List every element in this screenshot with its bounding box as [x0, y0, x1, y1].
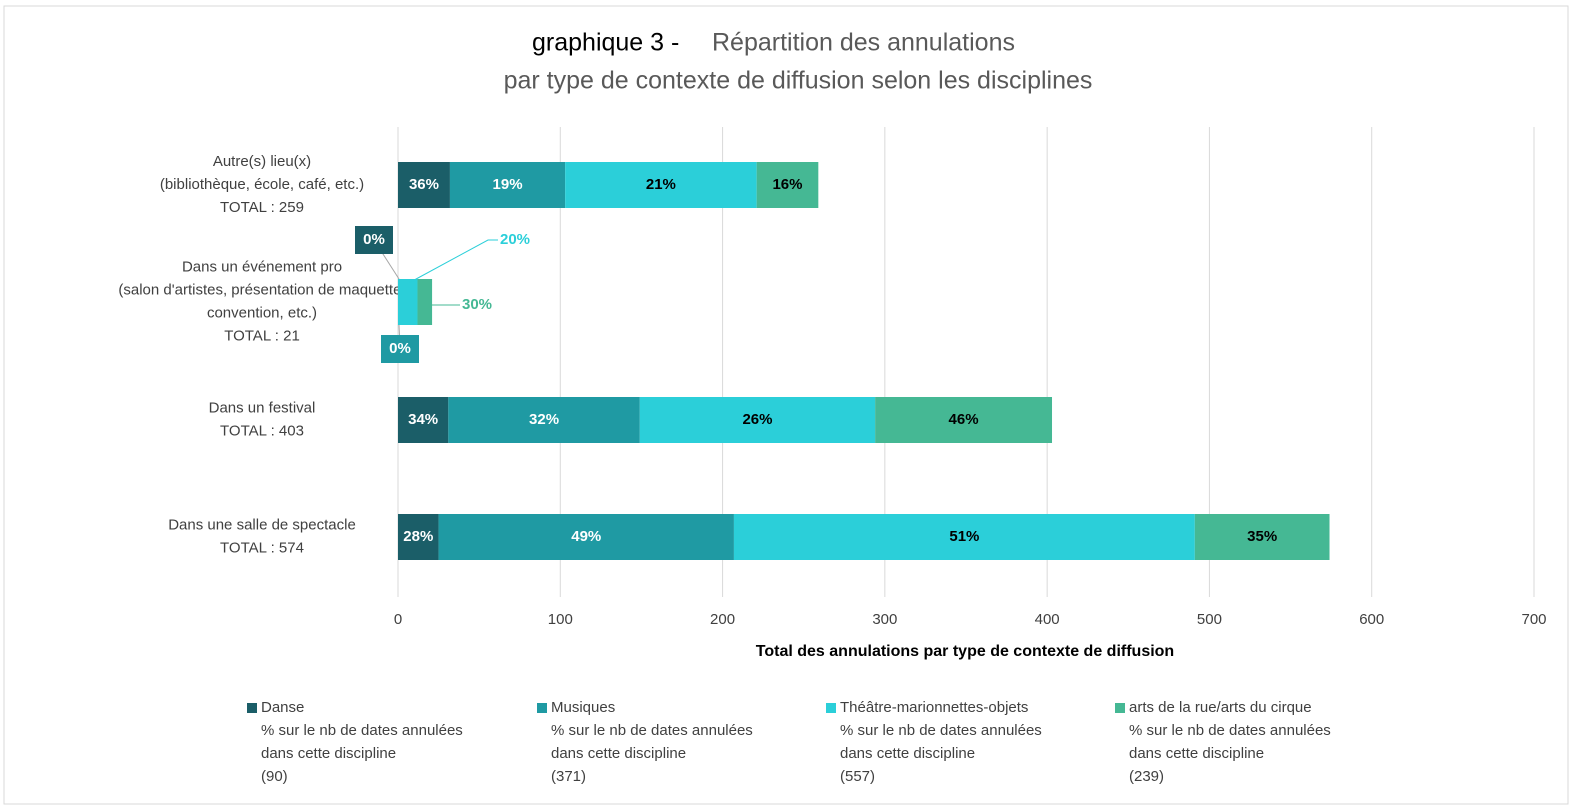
data-label: 16% — [772, 176, 802, 193]
x-tick-label: 600 — [1359, 611, 1384, 628]
legend-swatch — [826, 703, 836, 713]
category-label: TOTAL : 259 — [220, 199, 304, 216]
x-tick-label: 500 — [1197, 611, 1222, 628]
axis-title: Total des annulations par type de contex… — [756, 643, 1174, 660]
data-label: 0% — [389, 340, 411, 357]
bar-segment — [733, 514, 1195, 560]
bar-segment — [398, 279, 418, 325]
data-label: 0% — [363, 231, 385, 248]
x-tick-label: 700 — [1521, 611, 1546, 628]
legend-note: dans cette discipline — [1129, 745, 1264, 762]
legend-note: % sur le nb de dates annulées — [1129, 722, 1331, 739]
category-label: TOTAL : 574 — [220, 539, 304, 556]
legend-note: % sur le nb de dates annulées — [551, 722, 753, 739]
data-label: 28% — [403, 528, 433, 545]
legend-note: (557) — [840, 768, 875, 785]
data-label: 46% — [949, 411, 979, 428]
legend-label: Musiques — [551, 699, 615, 716]
data-label: 32% — [529, 411, 559, 428]
legend-note: (239) — [1129, 768, 1164, 785]
bar-segment — [398, 397, 449, 443]
legend-swatch — [1115, 703, 1125, 713]
bar-segment — [398, 162, 450, 208]
category-label: TOTAL : 403 — [220, 422, 304, 439]
x-tick-label: 300 — [872, 611, 897, 628]
bar-segment — [756, 162, 819, 208]
legend-swatch — [537, 703, 547, 713]
leader-line — [408, 239, 498, 284]
data-label: 19% — [493, 176, 523, 193]
data-label: 51% — [949, 528, 979, 545]
category-label: Dans un événement pro — [182, 258, 342, 275]
category-label: convention, etc.) — [207, 304, 317, 321]
bar-segment — [449, 162, 566, 208]
bar-segment — [448, 397, 640, 443]
data-label: 36% — [409, 176, 439, 193]
category-label: Autre(s) lieu(x) — [213, 153, 311, 170]
category-label: (salon d'artistes, présentation de maque… — [118, 281, 405, 298]
legend-note: dans cette discipline — [551, 745, 686, 762]
data-label: 49% — [571, 528, 601, 545]
x-tick-label: 100 — [548, 611, 573, 628]
category-label: TOTAL : 21 — [224, 327, 300, 344]
legend-note: dans cette discipline — [261, 745, 396, 762]
legend-label: Théâtre-marionnettes-objets — [840, 699, 1028, 716]
data-label: 20% — [500, 231, 530, 248]
legend-swatch — [247, 703, 257, 713]
chart-title-prefix: graphique 3 - — [532, 29, 679, 57]
bar-segment — [1194, 514, 1330, 560]
data-label: 21% — [646, 176, 676, 193]
x-tick-label: 200 — [710, 611, 735, 628]
legend-note: (371) — [551, 768, 586, 785]
label-box — [381, 335, 419, 363]
x-tick-label: 400 — [1035, 611, 1060, 628]
legend-label: arts de la rue/arts du cirque — [1129, 699, 1312, 716]
bar-segment — [417, 279, 433, 325]
label-box — [355, 226, 393, 254]
data-label: 26% — [742, 411, 772, 428]
bar-segment — [398, 514, 439, 560]
bar-segment — [438, 514, 734, 560]
category-label: Dans une salle de spectacle — [168, 516, 356, 533]
legend-label: Danse — [261, 699, 304, 716]
category-label: (bibliothèque, école, café, etc.) — [160, 176, 364, 193]
x-tick-label: 0 — [394, 611, 402, 628]
bar-segment — [639, 397, 876, 443]
bar-segment — [875, 397, 1053, 443]
legend-note: (90) — [261, 768, 288, 785]
legend-note: dans cette discipline — [840, 745, 975, 762]
data-label: 35% — [1247, 528, 1277, 545]
bar-segment — [565, 162, 757, 208]
legend-note: % sur le nb de dates annulées — [261, 722, 463, 739]
data-label: 34% — [408, 411, 438, 428]
chart-title: Répartition des annulations — [712, 29, 1015, 57]
legend-note: % sur le nb de dates annulées — [840, 722, 1042, 739]
category-label: Dans un festival — [209, 399, 316, 416]
data-label: 30% — [462, 296, 492, 313]
chart-title: par type de contexte de diffusion selon … — [504, 67, 1093, 95]
